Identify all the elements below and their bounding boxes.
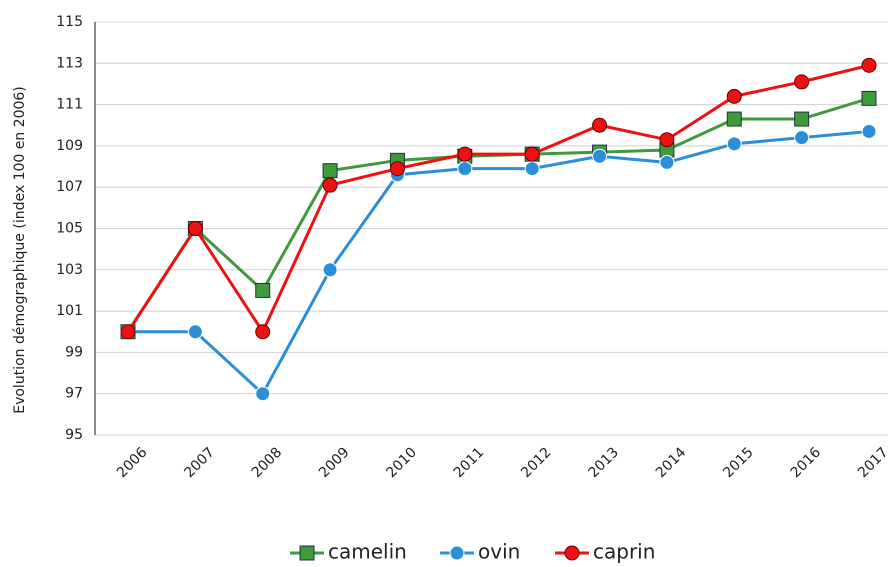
y-tick-label: 107 — [56, 179, 83, 195]
y-tick-label: 111 — [56, 97, 83, 113]
point — [255, 324, 271, 340]
point — [794, 130, 810, 146]
point — [457, 161, 473, 177]
legend-marker — [564, 545, 580, 561]
point — [794, 111, 810, 127]
legend-marker — [449, 545, 465, 561]
y-axis-label: Evolution démographique (index 100 en 20… — [12, 86, 28, 414]
point — [726, 111, 742, 127]
y-tick-label: 115 — [56, 14, 83, 30]
y-tick-label: 103 — [56, 262, 83, 278]
y-tick-label: 95 — [65, 427, 83, 443]
series-line — [126, 63, 870, 335]
y-tick-label: 109 — [56, 138, 83, 154]
legend-label: caprin — [593, 540, 655, 564]
y-tick-label: 99 — [65, 344, 83, 360]
legend-label: camelin — [328, 540, 407, 564]
x-tick-label: 2015 — [720, 444, 757, 481]
point — [592, 148, 608, 164]
legend-label: ovin — [478, 540, 520, 564]
x-tick-label: 2010 — [383, 444, 420, 481]
x-tick-label: 2007 — [181, 444, 218, 481]
point — [255, 282, 271, 298]
x-tick-label: 2013 — [586, 444, 623, 481]
point — [322, 163, 338, 179]
x-tick-label: 2006 — [114, 444, 151, 481]
x-tick-label: 2008 — [249, 444, 286, 481]
point — [659, 132, 675, 148]
series-line — [128, 129, 870, 397]
point — [524, 146, 540, 162]
x-tick-label: 2009 — [316, 444, 353, 481]
y-tick-label: 101 — [56, 303, 83, 319]
point — [255, 386, 271, 402]
y-tick-label: 97 — [65, 386, 83, 402]
point — [861, 90, 877, 106]
point — [524, 161, 540, 177]
point — [187, 324, 203, 340]
point — [187, 221, 203, 236]
x-tick-label: 2017 — [855, 444, 890, 481]
point — [322, 262, 338, 278]
point — [794, 74, 810, 90]
point — [659, 154, 675, 170]
x-tick-label: 2011 — [451, 444, 488, 481]
point — [322, 177, 338, 193]
x-tick-label: 2014 — [653, 444, 690, 481]
x-tick-label: 2016 — [788, 444, 825, 481]
point — [861, 123, 877, 139]
point — [861, 57, 877, 73]
y-tick-label: 105 — [56, 221, 83, 237]
point — [726, 88, 742, 104]
point — [726, 136, 742, 152]
point — [457, 146, 473, 162]
y-tick-label: 113 — [56, 55, 83, 71]
point — [389, 161, 405, 177]
point — [120, 324, 136, 340]
point — [592, 117, 608, 133]
x-tick-label: 2012 — [518, 444, 555, 481]
legend-marker — [299, 545, 315, 561]
